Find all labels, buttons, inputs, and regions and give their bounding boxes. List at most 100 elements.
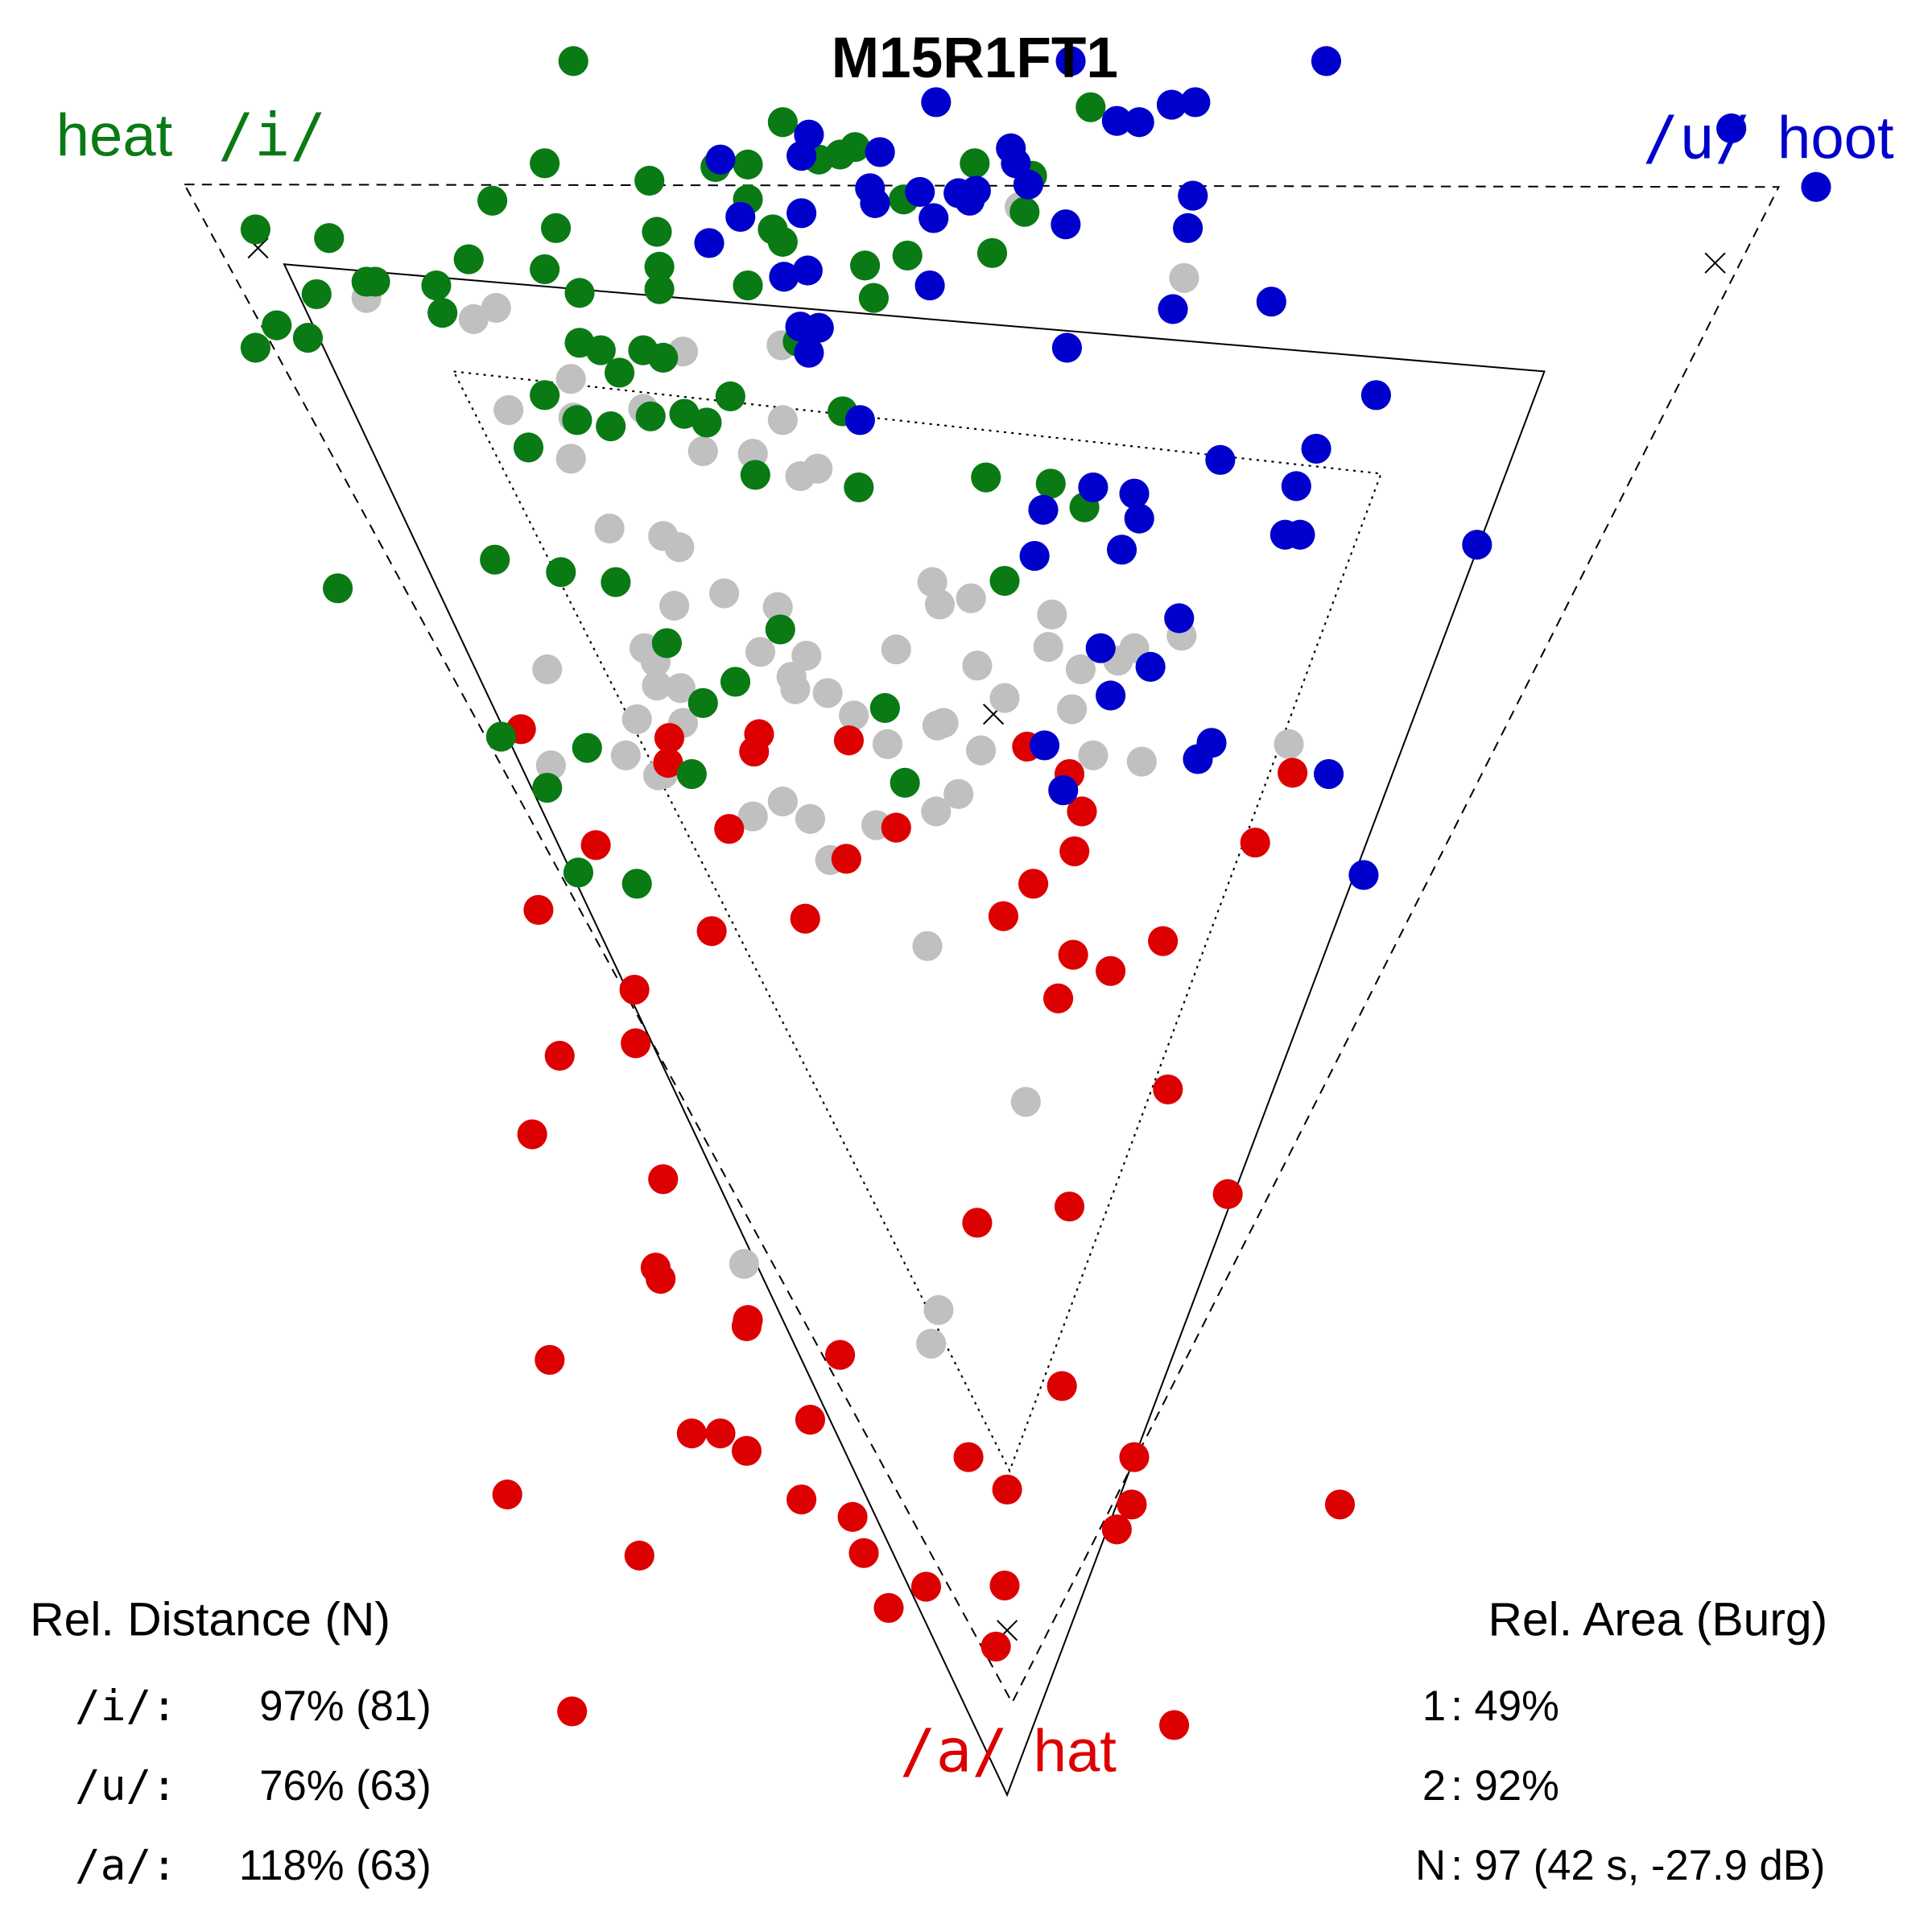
data-point-u-hoot-14 <box>1013 169 1043 200</box>
rel-distance-value-i: 97% (81) <box>259 1682 431 1730</box>
data-point-other-3 <box>458 303 489 334</box>
data-point-i-heat-47 <box>562 405 592 436</box>
data-point-u-hoot-43 <box>1119 478 1150 509</box>
data-point-other-55 <box>1274 729 1304 759</box>
data-point-i-heat-22 <box>733 270 763 301</box>
data-point-i-heat-9 <box>960 148 990 179</box>
data-point-i-heat-61 <box>546 557 576 588</box>
data-point-u-hoot-32 <box>1158 294 1188 324</box>
data-point-other-1 <box>1169 262 1199 293</box>
data-point-other-13 <box>687 436 718 467</box>
data-point-i-heat-67 <box>720 667 751 697</box>
data-point-u-hoot-59 <box>1314 758 1344 790</box>
data-point-a-hat-58 <box>873 1592 904 1623</box>
rel-distance-value-a: 118% (63) <box>239 1842 431 1889</box>
data-point-u-hoot-38 <box>844 405 875 436</box>
data-point-u-hoot-11 <box>705 144 736 175</box>
data-point-i-heat-24 <box>453 244 484 275</box>
data-point-a-hat-54 <box>848 1538 879 1568</box>
data-point-u-hoot-25 <box>1051 209 1081 240</box>
data-point-u-hoot-47 <box>1106 535 1137 565</box>
data-point-a-hat-10 <box>714 814 745 844</box>
triangle-reference-dashed <box>183 184 1781 1705</box>
corner-u-symbol: /u/ <box>1643 103 1751 173</box>
data-point-a-hat-5 <box>833 725 865 756</box>
data-point-other-69 <box>729 1249 759 1279</box>
data-point-i-heat-6 <box>733 149 763 180</box>
data-point-a-hat-14 <box>831 844 861 874</box>
data-point-a-hat-3 <box>739 737 770 767</box>
data-point-u-hoot-16 <box>860 188 890 218</box>
corner-i-word: heat <box>56 102 173 169</box>
data-point-u-hoot-54 <box>1135 651 1166 682</box>
data-point-i-heat-63 <box>323 573 353 604</box>
data-point-i-heat-68 <box>687 687 718 718</box>
data-point-i-heat-34 <box>351 266 382 297</box>
data-point-u-hoot-44 <box>1281 471 1311 502</box>
data-point-a-hat-30 <box>648 1164 679 1195</box>
data-point-u-hoot-26 <box>1173 213 1203 243</box>
data-point-i-heat-56 <box>844 472 874 502</box>
data-point-i-heat-74 <box>890 767 920 798</box>
rel-area-value-n: : 97 (42 s, -27.9 dB) <box>1451 1842 1825 1889</box>
data-point-i-heat-70 <box>485 721 517 752</box>
data-point-i-heat-12 <box>314 223 345 254</box>
data-point-i-heat-26 <box>564 278 595 308</box>
data-point-i-heat-25 <box>530 254 560 285</box>
data-point-a-hat-16 <box>1018 869 1049 899</box>
data-point-a-hat-50 <box>837 1501 868 1532</box>
rel-area-label-2: 2 <box>1422 1762 1446 1810</box>
data-point-a-hat-55 <box>624 1540 654 1571</box>
data-point-i-heat-66 <box>651 628 682 658</box>
data-point-other-12 <box>555 444 586 474</box>
data-point-other-71 <box>916 1328 947 1359</box>
data-point-u-hoot-1 <box>1311 46 1342 76</box>
data-point-i-heat-2 <box>1075 92 1106 122</box>
data-point-other-50 <box>928 708 959 738</box>
data-point-other-4 <box>481 292 511 324</box>
data-point-u-hoot-36 <box>794 337 824 368</box>
data-point-other-16 <box>803 453 833 484</box>
data-point-a-hat-51 <box>1117 1489 1147 1520</box>
data-point-u-hoot-2 <box>921 87 952 118</box>
rel-area-value-1: : 49% <box>1451 1682 1559 1730</box>
data-point-a-hat-18 <box>696 916 727 947</box>
data-point-other-42 <box>780 674 811 704</box>
data-point-u-hoot-51 <box>1462 530 1492 560</box>
data-point-other-68 <box>1010 1087 1041 1117</box>
data-point-u-hoot-35 <box>803 312 834 343</box>
rel-area-label-1: 1 <box>1422 1682 1446 1730</box>
data-point-a-hat-28 <box>1153 1074 1183 1104</box>
data-point-u-hoot-27 <box>1801 171 1831 202</box>
data-point-i-heat-49 <box>635 401 666 431</box>
data-point-a-hat-33 <box>962 1208 993 1238</box>
data-point-a-hat-49 <box>786 1484 817 1515</box>
data-point-i-heat-19 <box>767 226 798 257</box>
data-point-i-heat-62 <box>601 567 631 597</box>
data-point-i-heat-27 <box>644 274 675 304</box>
data-point-u-hoot-52 <box>1164 603 1195 634</box>
data-point-other-62 <box>795 803 826 834</box>
data-point-a-hat-45 <box>953 1442 984 1472</box>
data-point-other-32 <box>962 650 993 681</box>
data-point-a-hat-24 <box>1043 983 1074 1013</box>
data-point-a-hat-21 <box>1148 926 1179 956</box>
data-point-other-47 <box>621 704 652 734</box>
data-point-a-hat-46 <box>1119 1442 1150 1472</box>
data-point-other-61 <box>767 786 798 817</box>
rel-distance-title: Rel. Distance (N) <box>30 1593 390 1645</box>
data-point-i-heat-57 <box>971 462 1001 493</box>
data-point-a-hat-60 <box>557 1696 588 1727</box>
data-point-other-60 <box>737 801 768 832</box>
data-point-u-hoot-18 <box>725 201 756 232</box>
data-point-u-hoot-42 <box>1078 472 1108 502</box>
data-point-u-hoot-49 <box>1285 519 1315 550</box>
data-point-a-hat-13 <box>1059 836 1090 867</box>
data-point-u-hoot-28 <box>694 228 724 258</box>
data-point-a-hat-52 <box>1101 1514 1132 1545</box>
corner-label-a: /a/ hat <box>900 1715 1117 1785</box>
data-point-a-hat-42 <box>676 1418 707 1449</box>
corner-label-u: /u/ hoot <box>1643 103 1894 173</box>
data-point-i-heat-15 <box>642 217 672 247</box>
rel-area-title: Rel. Area (Burg) <box>1488 1593 1827 1645</box>
